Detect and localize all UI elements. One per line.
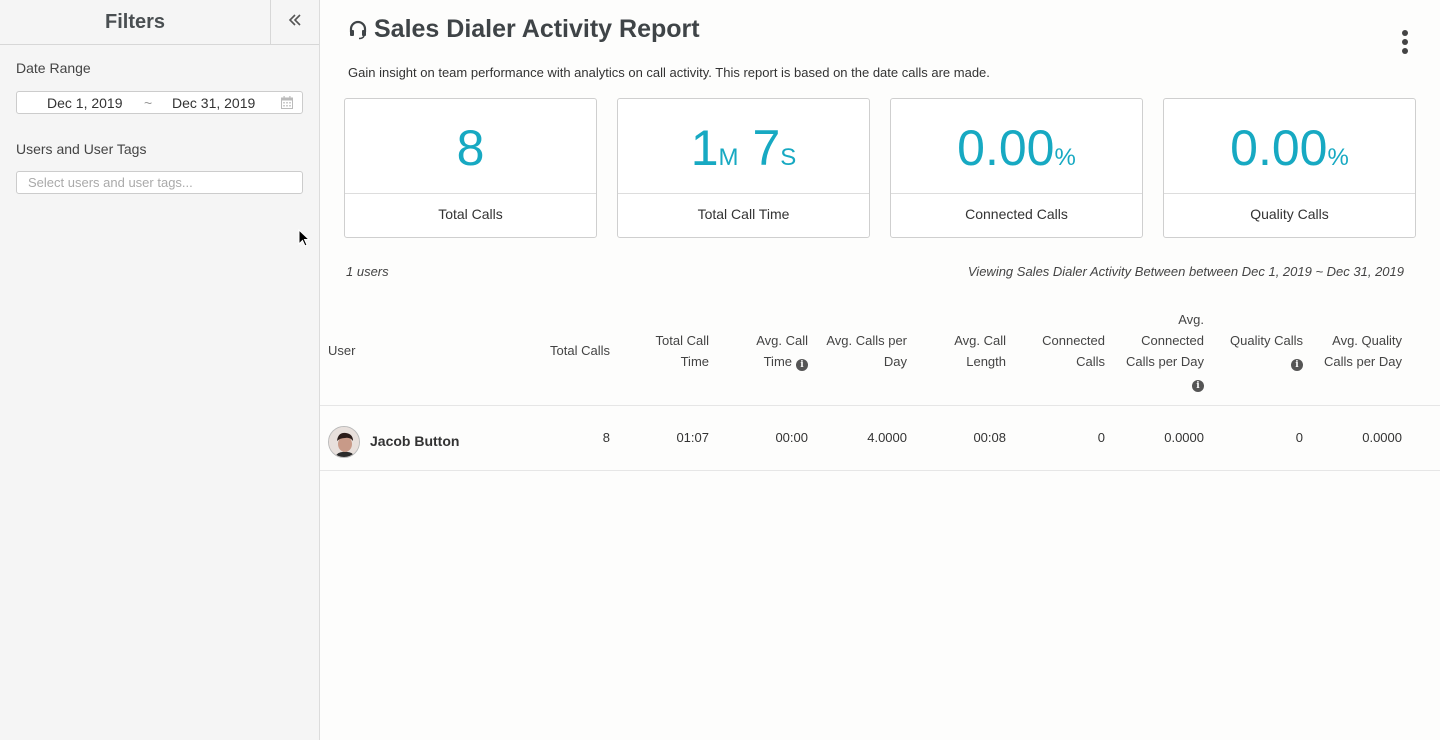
cell-avg-call-time: 00:00 (775, 430, 808, 445)
total-calls-value: 8 (345, 99, 596, 194)
cell-quality-calls: 0 (1295, 430, 1303, 445)
report-main: Sales Dialer Activity Report Gain insigh… (320, 0, 1440, 740)
cell-avg-calls-per-day: 4.0000 (867, 430, 907, 445)
quality-calls-value: 0.00% (1164, 99, 1415, 194)
sidebar-title: Filters (104, 11, 166, 33)
connected-calls-value: 0.00% (891, 99, 1142, 194)
info-icon[interactable]: i (1291, 359, 1303, 371)
page-title-text: Sales Dialer Activity Report (374, 15, 700, 43)
th-avg-connected-calls-per-day[interactable]: Avg. Connected Calls per Day i (1125, 312, 1204, 392)
date-separator: ~ (144, 95, 153, 111)
date-start-field[interactable]: Dec 1, 2019 (47, 95, 123, 111)
table-header: User Total Calls Total Call Time Avg. Cal… (320, 300, 1440, 406)
collapse-sidebar-button[interactable] (270, 0, 319, 44)
cell-total-call-time: 01:07 (676, 430, 709, 445)
total-call-time-value: 1M 7S (618, 99, 869, 194)
date-range-picker[interactable]: Dec 1, 2019 ~ Dec 31, 2019 (16, 91, 303, 114)
th-quality-calls[interactable]: Quality Calls i (1230, 333, 1303, 371)
users-tags-input[interactable] (16, 171, 303, 194)
th-user[interactable]: User (328, 343, 356, 358)
th-avg-quality-calls-per-day[interactable]: Avg. Quality Calls per Day (1323, 333, 1402, 369)
th-total-call-time[interactable]: Total Call Time (655, 333, 709, 369)
viewing-range-text: Viewing Sales Dialer Activity Between be… (967, 264, 1404, 279)
total-calls-card: 8 Total Calls (344, 98, 597, 238)
users-tags-label: Users and User Tags (16, 141, 147, 157)
more-options-button[interactable] (1397, 30, 1413, 54)
users-count: 1 users (346, 264, 389, 279)
mouse-pointer-icon (298, 229, 310, 247)
th-total-calls[interactable]: Total Calls (550, 343, 610, 358)
page-subtitle: Gain insight on team performance with an… (348, 65, 990, 80)
info-icon[interactable]: i (796, 359, 808, 371)
user-photo-icon (329, 427, 359, 457)
avatar (328, 426, 360, 458)
th-avg-calls-per-day[interactable]: Avg. Calls per Day (826, 333, 907, 369)
calendar-icon[interactable] (281, 96, 293, 109)
cell-avg-quality-calls-per-day: 0.0000 (1362, 430, 1402, 445)
connected-calls-card: 0.00% Connected Calls (890, 98, 1143, 238)
filters-sidebar: Filters Date Range Dec 1, 2019 ~ Dec 31,… (0, 0, 320, 740)
total-call-time-card: 1M 7S Total Call Time (617, 98, 870, 238)
table-row: Jacob Button 8 01:07 00:00 4.0000 00:08 … (320, 406, 1440, 471)
th-avg-call-time[interactable]: Avg. Call Time i (756, 333, 808, 371)
sidebar-header: Filters (0, 0, 319, 45)
connected-calls-label: Connected Calls (965, 206, 1068, 222)
cell-total-calls: 8 (602, 430, 610, 445)
double-chevron-left-icon (288, 14, 301, 26)
info-icon[interactable]: i (1192, 380, 1204, 392)
quality-calls-card: 0.00% Quality Calls (1163, 98, 1416, 238)
page-title: Sales Dialer Activity Report (348, 15, 700, 44)
date-range-label: Date Range (16, 60, 91, 76)
cell-avg-call-length: 00:08 (973, 430, 1006, 445)
quality-calls-label: Quality Calls (1250, 206, 1329, 222)
total-call-time-label: Total Call Time (697, 206, 790, 222)
headset-icon (349, 20, 367, 39)
th-avg-call-length[interactable]: Avg. Call Length (954, 333, 1006, 369)
cell-connected-calls: 0 (1097, 430, 1105, 445)
date-end-field[interactable]: Dec 31, 2019 (172, 95, 256, 111)
vertical-dots-icon (1402, 30, 1408, 36)
cell-avg-connected-calls-per-day: 0.0000 (1164, 430, 1204, 445)
th-connected-calls[interactable]: Connected Calls (1042, 333, 1105, 369)
total-calls-label: Total Calls (438, 206, 503, 222)
user-name-link[interactable]: Jacob Button (370, 433, 460, 449)
